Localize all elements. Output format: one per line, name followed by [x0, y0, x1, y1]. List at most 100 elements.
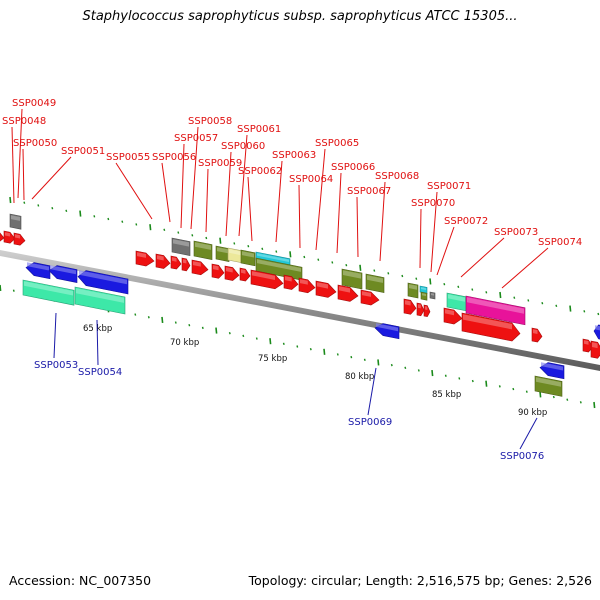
tick-mark — [219, 237, 222, 244]
gene-label-top: SSP0056 — [152, 152, 196, 223]
gene-highlight — [448, 294, 465, 302]
tick-mark — [282, 342, 285, 346]
tick-mark — [387, 272, 390, 275]
tick-mark — [444, 374, 447, 377]
tick-mark — [296, 345, 299, 348]
tick-mark — [345, 263, 348, 267]
gene-highlight — [367, 275, 383, 283]
tick-mark — [93, 215, 96, 218]
gene-highlight — [172, 257, 177, 262]
tick-mark — [363, 358, 366, 361]
tick-mark — [261, 247, 264, 251]
label-leader-line — [11, 126, 15, 204]
gene-label-text: SSP0070 — [411, 198, 455, 209]
scale-label: 85 kbp — [432, 390, 461, 400]
tick-mark — [163, 228, 166, 232]
tick-mark — [499, 291, 502, 299]
gene-label-top: SSP0073 — [460, 227, 538, 278]
gene-highlight — [300, 279, 308, 285]
tick-mark — [233, 242, 236, 245]
gene-highlight — [173, 239, 189, 247]
gene-highlight — [50, 265, 76, 275]
tick-mark — [65, 209, 68, 213]
gene-label-top: SSP0070 — [411, 198, 455, 269]
tick-mark — [134, 313, 137, 316]
label-leader-line — [460, 237, 505, 278]
gene-label-text: SSP0074 — [538, 237, 582, 248]
label-leader-line — [53, 312, 57, 359]
tick-mark — [255, 337, 258, 340]
tick-mark — [513, 296, 516, 299]
gene-label-text: SSP0060 — [221, 141, 265, 152]
tick-mark — [525, 390, 528, 393]
label-leader-line — [367, 367, 377, 416]
tick-mark — [429, 278, 432, 285]
gene-highlight — [229, 249, 241, 256]
tick-mark — [107, 217, 110, 221]
gene-label-text: SSP0049 — [12, 98, 56, 109]
tick-mark — [331, 261, 334, 264]
gene-highlight — [183, 259, 187, 264]
gene-label-text: SSP0056 — [152, 152, 196, 163]
tick-mark — [336, 353, 339, 356]
gene-label-text: SSP0065 — [315, 138, 359, 149]
gene-highlight — [213, 265, 219, 271]
upper-tick-track — [9, 196, 600, 316]
label-leader-line — [501, 247, 549, 289]
gene-label-top: SSP0049 — [12, 98, 56, 199]
tick-mark — [583, 310, 586, 313]
tick-mark — [51, 206, 54, 210]
label-leader-line — [225, 151, 232, 237]
tick-mark — [569, 305, 572, 312]
tick-mark — [485, 380, 488, 387]
tick-mark — [443, 282, 446, 286]
tick-mark — [191, 234, 194, 237]
map-title: Staphylococcus saprophyticus subsp. sapr… — [82, 9, 518, 24]
gene-highlight — [343, 270, 361, 279]
gene-highlight — [445, 309, 454, 316]
label-leader-line — [31, 156, 72, 200]
label-leader-line — [298, 184, 301, 249]
gene-label-top: SSP0058 — [188, 116, 232, 230]
gene-highlight — [409, 284, 417, 290]
gene-label-text: SSP0068 — [375, 171, 419, 182]
gene-label-top: SSP0048 — [2, 116, 46, 204]
tick-mark — [309, 347, 312, 351]
gene-label-text: SSP0055 — [106, 152, 150, 163]
tick-mark — [0, 284, 2, 292]
gene-label-text: SSP0053 — [34, 360, 78, 371]
gene-label-top: SSP0064 — [289, 174, 333, 249]
gene-label-bottom: SSP0054 — [78, 319, 122, 378]
tick-mark — [471, 288, 474, 291]
gene-label-text: SSP0067 — [347, 186, 391, 197]
tick-mark — [317, 258, 320, 261]
gene-label-top: SSP0065 — [315, 138, 359, 251]
gene-highlight — [541, 362, 563, 371]
tick-mark — [12, 289, 15, 292]
tick-mark — [350, 355, 353, 359]
gene-label-top: SSP0051 — [31, 146, 105, 200]
gene-label-text: SSP0061 — [237, 124, 281, 135]
gene-highlight — [362, 291, 371, 297]
label-leader-line — [22, 148, 25, 201]
gene-label-text: SSP0057 — [174, 133, 218, 144]
gene-label-text: SSP0048 — [2, 116, 46, 127]
tick-mark — [373, 269, 376, 272]
gene-highlight — [27, 262, 49, 271]
gene-feature-olive — [420, 291, 428, 301]
gene-label-text: SSP0051 — [61, 146, 105, 157]
tick-mark — [359, 264, 362, 271]
gene-highlight — [584, 340, 589, 345]
tick-mark — [37, 204, 40, 207]
gene-label-top: SSP0068 — [375, 171, 419, 262]
tick-mark — [161, 316, 164, 323]
tick-mark — [121, 220, 124, 223]
label-leader-line — [315, 148, 326, 251]
gene-label-text: SSP0059 — [198, 158, 242, 169]
tick-mark — [579, 401, 582, 404]
tick-mark — [289, 251, 292, 258]
gene-highlight — [425, 306, 428, 310]
gene-label-top: SSP0066 — [331, 162, 375, 254]
gene-highlight — [592, 342, 598, 349]
